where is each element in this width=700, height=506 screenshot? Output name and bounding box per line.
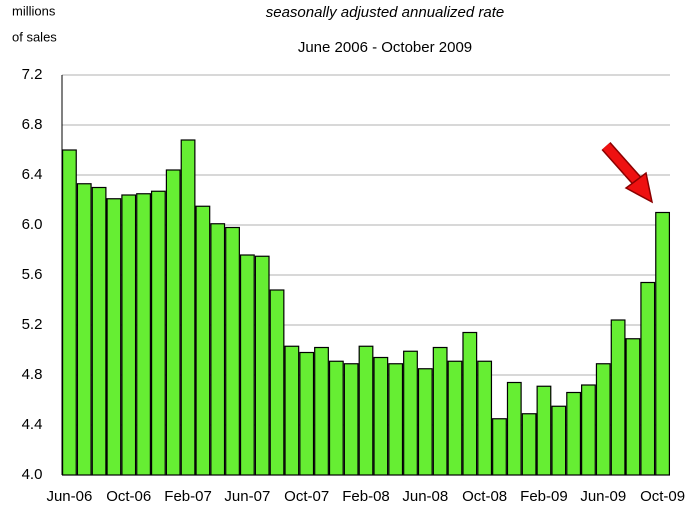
bar (91, 186, 107, 476)
bar (432, 346, 448, 476)
y-tick-label: 6.0 (22, 216, 43, 233)
bar (477, 360, 493, 476)
bar (521, 413, 537, 476)
bar (180, 139, 196, 476)
bar (595, 363, 611, 476)
y-tick-label: 4.8 (22, 366, 43, 383)
bar (254, 255, 270, 476)
x-tick-label: Jun-07 (224, 488, 270, 505)
bar (150, 190, 166, 476)
bar (299, 351, 315, 476)
x-tick-label: Oct-09 (640, 488, 685, 505)
bar (343, 363, 359, 476)
bar (136, 193, 151, 476)
bar (358, 345, 374, 476)
bar (239, 254, 255, 476)
x-tick-label: Jun-09 (580, 488, 626, 505)
y-tick-label: 5.6 (22, 266, 43, 283)
bar (284, 345, 300, 476)
bar (640, 281, 656, 476)
y-tick-label: 4.4 (22, 416, 43, 433)
bar (625, 338, 641, 476)
bar (373, 356, 389, 476)
bar (269, 289, 285, 476)
y-axis-label: of sales (12, 29, 57, 44)
x-tick-label: Feb-07 (164, 488, 212, 505)
bar (403, 350, 418, 476)
bar (506, 381, 522, 476)
bar (328, 360, 344, 476)
date-range: June 2006 - October 2009 (298, 39, 472, 56)
x-tick-label: Oct-07 (284, 488, 329, 505)
bar (195, 205, 211, 476)
y-tick-label: 7.2 (22, 66, 43, 83)
x-tick-label: Jun-08 (402, 488, 448, 505)
x-tick-label: Feb-09 (520, 488, 568, 505)
bar (61, 149, 77, 476)
bar (655, 211, 671, 476)
bar (165, 169, 181, 476)
bar (462, 331, 478, 476)
bar (106, 198, 122, 476)
bars (61, 139, 671, 476)
x-tick-label: Oct-08 (462, 488, 507, 505)
bar (388, 363, 404, 476)
x-tick-label: Oct-06 (106, 488, 151, 505)
x-tick-label: Jun-06 (46, 488, 92, 505)
y-axis-label: millions (12, 3, 56, 18)
y-tick-label: 6.4 (22, 166, 43, 183)
bar (610, 319, 626, 476)
bar (210, 223, 226, 476)
bar (417, 368, 433, 476)
x-tick-label: Feb-08 (342, 488, 390, 505)
bar (225, 226, 240, 476)
bar (551, 405, 567, 476)
bar (566, 391, 582, 476)
y-tick-label: 6.8 (22, 116, 43, 133)
y-tick-label: 4.0 (22, 466, 43, 483)
bar (121, 194, 137, 476)
subtitle: seasonally adjusted annualized rate (266, 4, 505, 21)
y-tick-label: 5.2 (22, 316, 43, 333)
bar (492, 418, 507, 476)
bar (536, 385, 552, 476)
bar (447, 360, 463, 476)
bar (581, 384, 596, 476)
bar (76, 183, 92, 476)
arrow (601, 142, 654, 204)
bar (314, 346, 329, 476)
